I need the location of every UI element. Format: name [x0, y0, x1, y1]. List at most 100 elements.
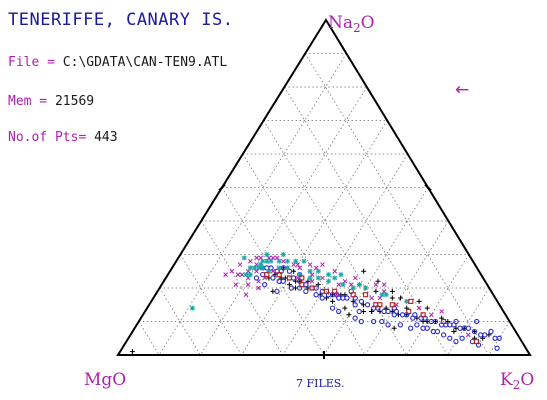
mem-value: 21569	[54, 94, 95, 109]
ternary-frame	[116, 18, 532, 356]
data-point	[319, 288, 325, 294]
data-point	[465, 332, 471, 338]
data-point	[370, 318, 377, 325]
data-point	[461, 325, 467, 331]
data-point	[276, 258, 282, 264]
data-point	[276, 272, 282, 278]
data-point	[256, 265, 262, 271]
data-point	[276, 278, 282, 284]
data-point	[248, 258, 253, 264]
data-point	[320, 262, 325, 267]
data-point	[369, 295, 375, 301]
data-point	[340, 295, 346, 301]
data-point	[424, 305, 430, 311]
data-point	[315, 275, 321, 281]
grid-line	[158, 53, 347, 356]
data-point	[342, 278, 348, 284]
data-point	[473, 339, 480, 345]
data-point	[297, 272, 303, 278]
left-arrow-icon[interactable]: ←	[455, 80, 470, 100]
data-point	[352, 315, 358, 321]
data-point	[385, 308, 391, 315]
data-point	[254, 262, 259, 267]
data-point	[301, 258, 307, 264]
data-point	[406, 308, 412, 315]
data-point	[239, 272, 245, 277]
data-point	[313, 265, 319, 271]
data-point	[332, 275, 338, 281]
mem-info: Mem = 21569	[8, 94, 94, 109]
data-point	[377, 295, 383, 301]
data-point	[459, 335, 465, 341]
data-point	[389, 295, 395, 301]
data-point	[350, 292, 356, 298]
data-point	[323, 288, 329, 294]
data-point	[440, 332, 447, 338]
data-point	[307, 268, 313, 274]
grid-line	[159, 287, 201, 356]
data-point	[348, 282, 354, 288]
chart-title: TENERIFFE, CANARY IS.	[8, 10, 234, 30]
data-point	[416, 298, 422, 304]
data-point	[268, 265, 274, 271]
grid-line	[138, 321, 160, 356]
data-point	[233, 282, 239, 288]
data-point	[254, 255, 259, 261]
data-point	[432, 318, 439, 325]
data-point	[266, 255, 272, 261]
data-point	[412, 312, 418, 318]
data-point	[291, 262, 296, 267]
data-point	[389, 302, 395, 308]
data-point	[303, 288, 309, 294]
data-point	[453, 318, 459, 325]
data-point	[243, 292, 249, 298]
data-point	[251, 265, 257, 271]
data-point	[414, 322, 420, 328]
data-point	[229, 268, 235, 274]
data-point	[247, 265, 253, 271]
axis-tick	[424, 183, 432, 192]
data-point	[383, 292, 389, 298]
data-point	[260, 265, 266, 271]
data-point	[453, 338, 459, 345]
data-point	[381, 282, 387, 288]
mem-label: Mem =	[8, 94, 48, 109]
data-point	[299, 282, 305, 288]
data-point	[391, 325, 397, 331]
data-point	[235, 272, 241, 277]
data-point	[338, 272, 344, 278]
data-point	[379, 318, 385, 325]
data-point	[264, 258, 270, 264]
data-point	[295, 262, 301, 267]
grid-line	[263, 120, 407, 356]
data-point	[280, 252, 286, 257]
data-point	[326, 278, 332, 284]
data-point	[353, 275, 358, 281]
data-point	[297, 265, 303, 271]
data-point	[254, 268, 259, 274]
data-point	[342, 305, 348, 311]
axis-tick	[218, 183, 226, 192]
data-point	[350, 285, 356, 291]
data-point	[358, 298, 365, 305]
data-point	[336, 308, 342, 315]
vertex-label-right: K2O	[500, 370, 534, 392]
grid-line	[447, 287, 490, 356]
files-count-label: 7 FILES.	[296, 377, 344, 390]
data-point	[430, 328, 436, 335]
data-point	[340, 282, 346, 288]
data-point	[361, 268, 367, 274]
data-point	[260, 258, 266, 264]
data-points	[129, 252, 502, 355]
data-point	[245, 282, 251, 288]
data-point	[416, 305, 422, 311]
points-info: No.of Pts= 443	[8, 130, 118, 145]
data-point	[262, 281, 268, 288]
data-point	[379, 292, 385, 298]
points-value: 443	[94, 130, 118, 145]
data-point	[264, 252, 270, 257]
file-label: File =	[8, 55, 55, 70]
data-point	[447, 335, 453, 341]
data-point	[330, 298, 336, 304]
